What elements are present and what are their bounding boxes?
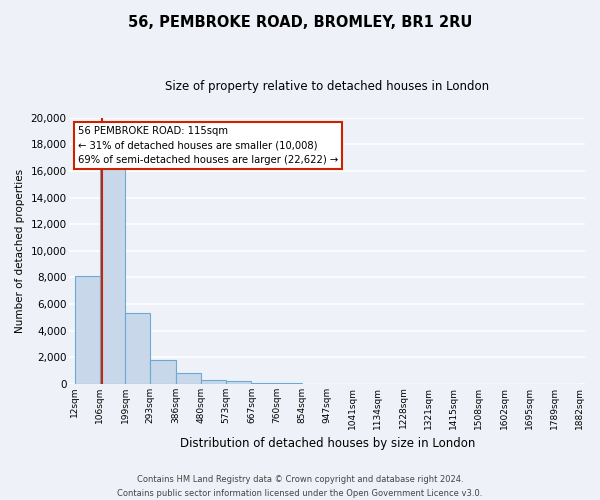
Bar bbox=[277, 382, 302, 384]
Y-axis label: Number of detached properties: Number of detached properties bbox=[15, 168, 25, 333]
Bar bbox=[125, 314, 151, 384]
Bar bbox=[201, 380, 226, 384]
Text: Contains HM Land Registry data © Crown copyright and database right 2024.
Contai: Contains HM Land Registry data © Crown c… bbox=[118, 476, 482, 498]
Bar bbox=[226, 382, 251, 384]
Text: 56 PEMBROKE ROAD: 115sqm
← 31% of detached houses are smaller (10,008)
69% of se: 56 PEMBROKE ROAD: 115sqm ← 31% of detach… bbox=[77, 126, 338, 166]
Bar bbox=[251, 382, 277, 384]
Bar bbox=[151, 360, 176, 384]
Title: Size of property relative to detached houses in London: Size of property relative to detached ho… bbox=[165, 80, 489, 93]
Bar bbox=[176, 373, 201, 384]
Bar bbox=[100, 164, 125, 384]
X-axis label: Distribution of detached houses by size in London: Distribution of detached houses by size … bbox=[179, 437, 475, 450]
Bar bbox=[74, 276, 100, 384]
Text: 56, PEMBROKE ROAD, BROMLEY, BR1 2RU: 56, PEMBROKE ROAD, BROMLEY, BR1 2RU bbox=[128, 15, 472, 30]
